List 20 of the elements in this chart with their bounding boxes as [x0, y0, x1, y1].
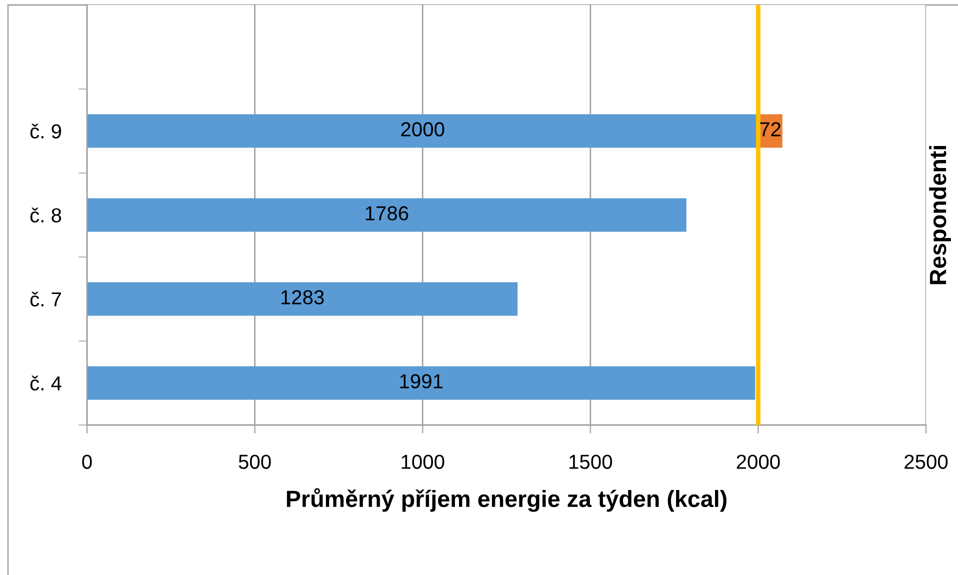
data-label: 1786 — [366, 206, 408, 220]
y-axis-title: Respondenti — [929, 146, 951, 284]
x-tick-label: 2500 — [904, 454, 948, 469]
y-tick-label: č. 7 — [30, 292, 61, 306]
data-label: 1991 — [400, 374, 443, 388]
x-tick-label: 0 — [82, 454, 92, 469]
data-label: 2000 — [401, 122, 444, 136]
data-label: 72 — [760, 122, 780, 136]
bar — [87, 366, 756, 400]
x-tick-label: 2000 — [736, 454, 780, 469]
bar — [87, 198, 686, 232]
y-tick-label: č. 8 — [30, 208, 62, 222]
x-tick-label: 1000 — [402, 454, 444, 469]
x-tick-label: 1500 — [570, 454, 612, 469]
data-label: 1283 — [281, 290, 324, 304]
x-axis-title: Průměrný příjem energie za týden (kcal) — [286, 488, 726, 512]
bar — [87, 282, 518, 316]
y-tick-label: č. 4 — [30, 376, 62, 390]
y-tick-label: č. 9 — [30, 124, 62, 138]
x-tick-label: 500 — [238, 454, 271, 469]
